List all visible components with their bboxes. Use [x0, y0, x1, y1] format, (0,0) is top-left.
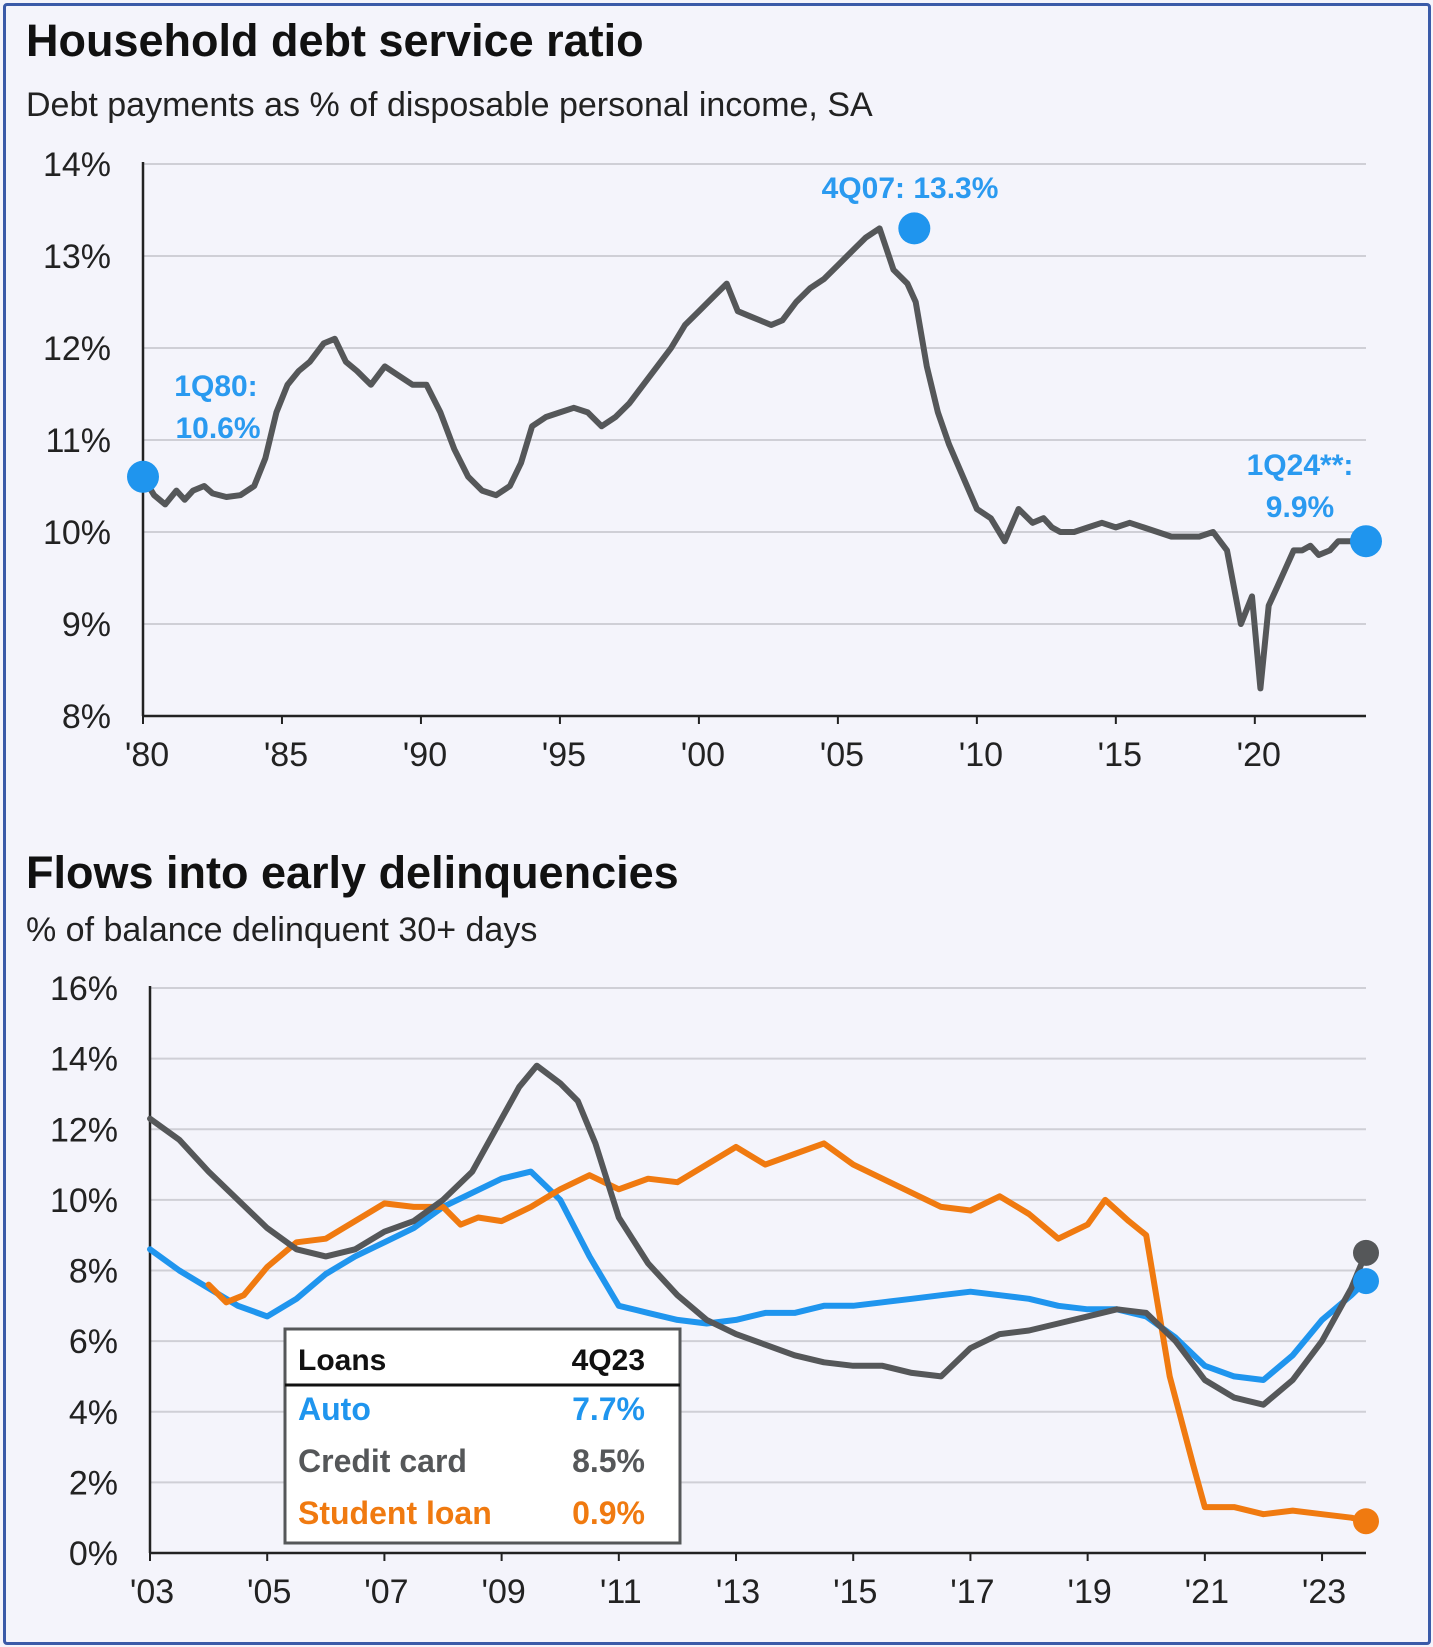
chart2-x-tick-labels: '03 '05 '07 '09 '11 '13 '15 '17 '19 '21 '23 — [130, 1573, 1346, 1611]
annotation-1q24-line1: 1Q24**: — [1247, 449, 1354, 482]
x-tick-label-2: '07 — [364, 1573, 408, 1611]
y-tick-label-0: 0% — [69, 1535, 118, 1573]
x-tick-label-6: '10 — [959, 736, 1003, 774]
chart1-axes — [141, 162, 1366, 724]
credit-card-series-line — [147, 1062, 1369, 1408]
marker-1q80 — [127, 460, 159, 493]
x-tick-label-5: '05 — [820, 736, 864, 774]
x-tick-label-1: '05 — [247, 1573, 291, 1611]
y-tick-label-2: 10% — [43, 514, 111, 552]
legend-table: Loans 4Q23 Auto 7.7% Credit card 8.5% St… — [283, 1327, 682, 1545]
dsr-series-line — [140, 225, 1369, 692]
legend-row-credit-card-label: Credit card — [298, 1443, 467, 1479]
x-tick-label-0: '80 — [125, 736, 169, 774]
x-tick-label-3: '95 — [542, 736, 586, 774]
legend-row-auto-label: Auto — [298, 1391, 371, 1427]
legend-row-student-loan-value: 0.9% — [572, 1495, 645, 1531]
x-tick-label-1: '85 — [264, 736, 308, 774]
y-tick-label-4: 8% — [69, 1253, 118, 1291]
legend-header-period: 4Q23 — [572, 1344, 645, 1377]
chart2-y-tick-labels: 0% 2% 4% 6% 8% 10% 12% 14% 16% — [50, 970, 118, 1573]
x-tick-label-5: '13 — [716, 1573, 760, 1611]
y-tick-label-8: 16% — [50, 970, 118, 1008]
student-loan-series-line — [205, 1140, 1369, 1525]
legend-table-box — [283, 1327, 682, 1545]
x-tick-label-3: '09 — [481, 1573, 525, 1611]
y-tick-label-1: 9% — [62, 606, 111, 644]
x-tick-label-8: '20 — [1237, 736, 1281, 774]
x-tick-label-10: '23 — [1302, 1573, 1346, 1611]
legend-row-credit-card-value: 8.5% — [572, 1443, 645, 1479]
legend-row-student-loan-label: Student loan — [298, 1495, 492, 1531]
x-tick-label-7: '15 — [1098, 736, 1142, 774]
x-tick-label-9: '21 — [1185, 1573, 1229, 1611]
y-tick-label-5: 13% — [43, 238, 111, 276]
auto-end-marker — [1353, 1268, 1379, 1295]
marker-4q07 — [898, 212, 931, 245]
y-tick-label-1: 2% — [69, 1464, 118, 1502]
y-tick-label-6: 14% — [43, 146, 111, 184]
x-tick-label-4: '00 — [681, 736, 725, 774]
annotation-1q24-line2: 9.9% — [1266, 491, 1334, 524]
y-tick-label-3: 11% — [45, 422, 111, 460]
chart2-subtitle: % of balance delinquent 30+ days — [26, 911, 537, 949]
credit-card-end-marker — [1353, 1239, 1379, 1266]
legend-header-label: Loans — [298, 1344, 386, 1377]
chart-early-delinquencies: Flows into early delinquencies % of bala… — [26, 847, 1379, 1611]
chart1-subtitle: Debt payments as % of disposable persona… — [26, 86, 873, 124]
x-tick-label-8: '19 — [1067, 1573, 1111, 1611]
x-tick-label-6: '15 — [833, 1573, 877, 1611]
chart1-gridlines — [143, 163, 1366, 625]
y-tick-label-2: 4% — [69, 1394, 118, 1432]
x-tick-label-7: '17 — [950, 1573, 994, 1611]
chart2-end-markers — [1353, 1239, 1379, 1535]
chart1-series-lines — [140, 225, 1369, 692]
marker-1q24 — [1350, 525, 1382, 558]
y-tick-label-0: 8% — [62, 698, 111, 736]
y-tick-label-6: 12% — [50, 1111, 118, 1149]
chart2-series-lines — [147, 1062, 1369, 1525]
chart2-axes — [148, 986, 1366, 1561]
chart-debt-service-ratio: Household debt service ratio Debt paymen… — [26, 15, 1382, 774]
annotation-4q07: 4Q07: 13.3% — [822, 172, 999, 205]
y-tick-label-5: 10% — [50, 1182, 118, 1220]
x-tick-label-0: '03 — [130, 1573, 174, 1611]
student-loan-end-marker — [1353, 1508, 1379, 1535]
chart1-y-tick-labels: 8% 9% 10% 11% 12% 13% 14% — [43, 146, 111, 736]
chart1-title: Household debt service ratio — [26, 15, 644, 66]
x-tick-label-2: '90 — [403, 736, 447, 774]
chart1-x-tick-labels: '80 '85 '90 '95 '00 '05 '10 '15 '20 — [125, 736, 1281, 774]
chart1-markers — [127, 212, 1382, 558]
y-tick-label-3: 6% — [69, 1323, 118, 1361]
y-tick-label-7: 14% — [50, 1041, 118, 1079]
annotation-1q80-line2: 10.6% — [175, 412, 260, 445]
x-tick-label-4: '11 — [600, 1573, 642, 1611]
legend-row-auto-value: 7.7% — [572, 1391, 645, 1427]
figure-frame — [3, 3, 1431, 1645]
annotation-1q80-line1: 1Q80: — [174, 370, 257, 403]
y-tick-label-4: 12% — [43, 330, 111, 368]
chart2-title: Flows into early delinquencies — [26, 847, 679, 898]
chart1-annotations: 1Q80: 10.6% 4Q07: 13.3% 1Q24**: 9.9% — [174, 172, 1353, 524]
